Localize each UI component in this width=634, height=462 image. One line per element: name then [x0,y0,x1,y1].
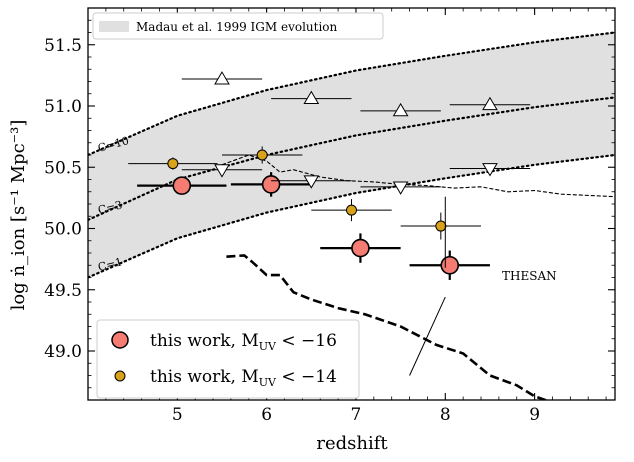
point-small-1 [256,149,268,161]
point-large-2 [351,238,370,258]
triangle-down-0 [214,164,230,178]
plot-content [88,31,615,400]
band-curve-c3 [88,96,615,221]
plot-area: 5 6 7 8 9 49.0 49.5 50.0 50.5 51.0 51.5 [44,7,616,425]
madau-band [88,32,615,278]
legend-label-small: this work, MUV < −14 [150,367,337,389]
point-small-3 [435,220,447,232]
thesan-label: THESAN [502,269,557,283]
point-small-2 [346,204,357,216]
thesan-pointer-bottom [409,296,446,376]
y-tick-label-3: 50.5 [44,158,82,178]
c3-label: C=3 [97,198,124,217]
band-curve-c1 [88,153,615,279]
thesan-line-thick [226,254,550,400]
triangle-up-2 [392,102,409,117]
y-tick-label-2: 50.0 [44,220,82,240]
y-tick-label-1: 49.5 [44,281,82,301]
point-large-3 [440,255,460,275]
c1-label: C=1 [97,255,124,274]
x-tick-label-1: 6 [261,405,272,425]
y-tick-label-0: 49.0 [44,342,82,362]
legend-marker-large [111,331,129,349]
triangle-up-1 [303,90,320,105]
y-tick-label-4: 51.0 [44,97,82,117]
legend-label-large: this work, MUV < −16 [150,331,337,353]
band-legend-label: Madau et al. 1999 IGM evolution [136,20,338,34]
series-legend: this work, MUV < −16 this work, MUV < −1… [96,319,360,399]
point-large-1 [261,175,281,194]
triangle-down-1 [303,175,320,189]
x-tick-label-2: 7 [351,405,362,425]
point-small-0 [167,158,179,170]
band-legend-swatch [99,21,129,32]
x-tick-label-3: 8 [440,405,451,425]
triangle-up-3 [482,96,498,111]
band-curve-c10 [88,31,615,157]
triangle-down-2 [392,181,409,195]
legend-marker-small [114,370,126,382]
band-legend: Madau et al. 1999 IGM evolution [92,12,384,40]
x-tick-label-0: 5 [172,405,183,425]
y-tick-label-5: 51.5 [44,36,82,56]
point-large-0 [172,176,192,195]
triangle-down-3 [482,163,498,177]
x-axis-label: redshift [316,433,388,454]
y-axis-label: log ṅ_ion [s⁻¹ Mpc⁻³] [8,120,29,311]
x-tick-label-4: 9 [529,405,540,425]
triangle-up-0 [214,71,230,85]
